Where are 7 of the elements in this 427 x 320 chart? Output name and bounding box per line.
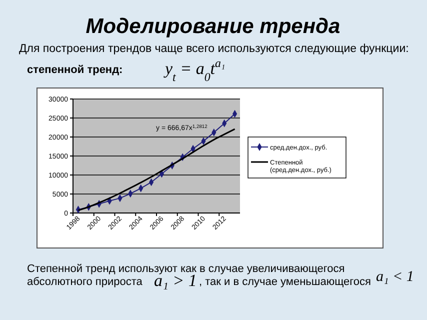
chart-title: Моделирование тренда [86, 15, 341, 38]
text: абсолютного прироста [27, 276, 144, 288]
text: a₁ < 1 [376, 269, 414, 285]
chart-subtitle: Для построения трендов чаще всего используются следующие функции: [19, 43, 409, 55]
text: y$_{t}$ = a$_{0}$t$^{a₁}$ [163, 56, 226, 84]
text: степенной тренд: [27, 64, 123, 76]
text: , так и в случае уменьшающегося [199, 276, 372, 288]
